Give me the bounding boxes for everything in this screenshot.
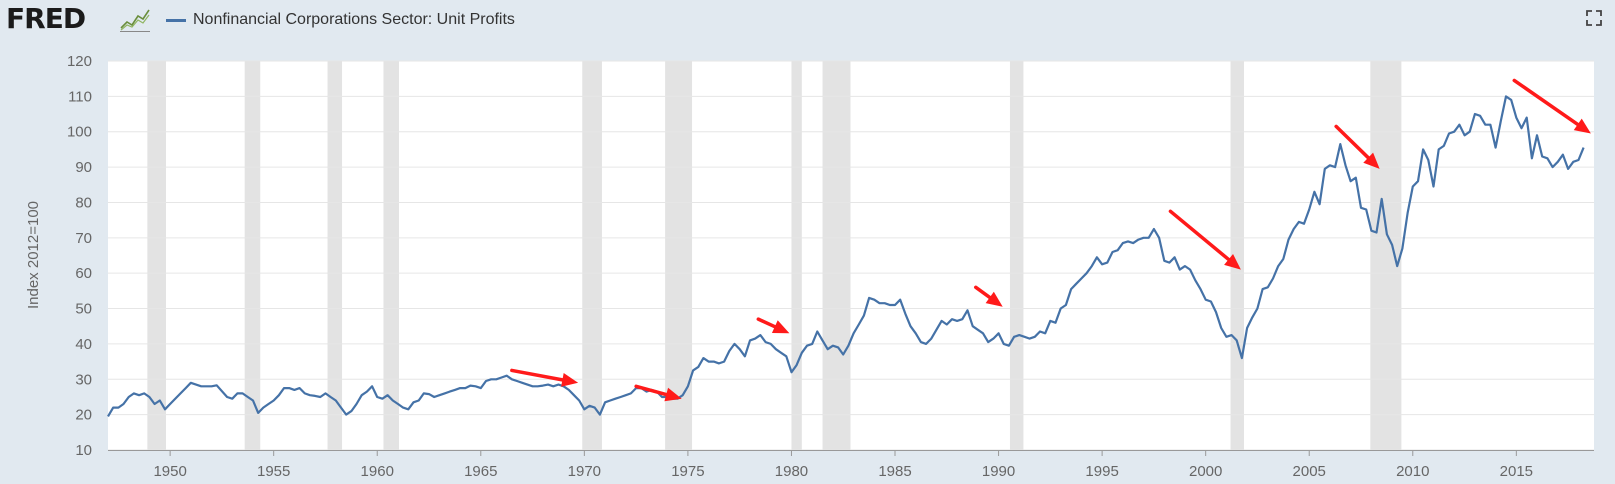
annotation-arrows — [510, 78, 1591, 402]
x-tick-label: 2005 — [1293, 463, 1326, 480]
x-tick-label: 1960 — [361, 463, 394, 480]
red-arrow — [1334, 124, 1380, 169]
y-tick-label: 30 — [75, 371, 92, 388]
y-tick-label: 40 — [75, 336, 92, 353]
x-tick-label: 1965 — [464, 463, 497, 480]
x-tick-label: 1950 — [153, 463, 186, 480]
red-arrow — [510, 368, 579, 387]
fred-logo[interactable]: FRED — [6, 2, 86, 35]
y-tick-label: 50 — [75, 301, 92, 318]
x-tick-label: 1975 — [671, 463, 704, 480]
red-arrow — [1512, 78, 1591, 134]
recession-shading — [147, 61, 1402, 450]
y-axis: 10 20 30 40 50 60 70 80 90 100 110 120 — [67, 53, 92, 459]
red-arrow — [974, 285, 1003, 307]
y-tick-label: 10 — [75, 442, 92, 459]
red-arrow — [1168, 209, 1241, 270]
y-tick-label: 110 — [68, 88, 92, 105]
y-axis-label: Index 2012=100 — [25, 201, 42, 309]
x-tick-label: 2010 — [1396, 463, 1429, 480]
x-tick-label: 1980 — [775, 463, 808, 480]
y-tick-label: 100 — [67, 124, 92, 141]
y-tick-label: 90 — [75, 159, 92, 176]
y-tick-label: 60 — [75, 265, 92, 282]
fullscreen-icon[interactable] — [1586, 10, 1602, 26]
legend-series-label[interactable]: Nonfinancial Corporations Sector: Unit P… — [193, 11, 515, 28]
chart-header: FRED Nonfinancial Corporations Sector: U… — [0, 0, 1615, 40]
x-tick-label: 2000 — [1189, 463, 1222, 480]
y-tick-label: 120 — [67, 53, 92, 70]
red-arrow — [756, 317, 790, 334]
recession-band — [791, 61, 802, 450]
recession-band — [582, 61, 602, 450]
recession-band — [1009, 61, 1024, 450]
red-arrow — [634, 384, 682, 402]
x-tick-label: 1990 — [982, 463, 1015, 480]
recession-band — [327, 61, 343, 450]
recession-band — [244, 61, 261, 450]
y-tick-label: 20 — [75, 407, 92, 424]
x-tick-label: 1995 — [1085, 463, 1118, 480]
x-tick-label: 1955 — [257, 463, 290, 480]
x-axis: 1950 1955 1960 1965 1970 1975 1980 1985 1990 1995… — [108, 450, 1594, 480]
plot-area — [108, 61, 1594, 450]
series-line[interactable] — [107, 95, 1585, 417]
y-tick-label: 70 — [75, 230, 92, 247]
recession-band — [822, 61, 851, 450]
x-tick-label: 1970 — [568, 463, 601, 480]
recession-band — [1370, 61, 1402, 450]
legend-swatch — [166, 19, 186, 22]
recession-band — [383, 61, 399, 450]
x-tick-label: 2015 — [1500, 463, 1533, 480]
x-tick-label: 1985 — [878, 463, 911, 480]
line-graph-icon — [120, 6, 150, 32]
recession-band — [147, 61, 166, 450]
y-tick-label: 80 — [75, 194, 92, 211]
